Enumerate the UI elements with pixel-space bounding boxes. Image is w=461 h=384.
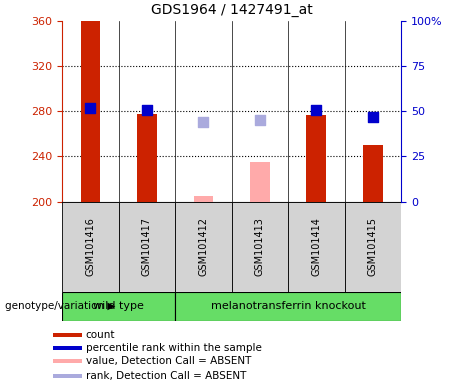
Point: [256, 118, 264, 124]
FancyBboxPatch shape: [53, 359, 82, 364]
FancyBboxPatch shape: [53, 346, 82, 350]
Text: count: count: [86, 330, 115, 340]
Point: [87, 105, 94, 111]
Bar: [137, 114, 157, 202]
Point: [200, 119, 207, 125]
Text: GSM101417: GSM101417: [142, 217, 152, 276]
Point: [143, 106, 151, 113]
Text: value, Detection Call = ABSENT: value, Detection Call = ABSENT: [86, 356, 251, 366]
Text: GSM101414: GSM101414: [311, 217, 321, 276]
Point: [313, 106, 320, 113]
FancyBboxPatch shape: [53, 374, 82, 378]
Text: percentile rank within the sample: percentile rank within the sample: [86, 343, 261, 353]
Bar: [250, 162, 270, 202]
Text: GSM101416: GSM101416: [85, 217, 95, 276]
Text: GSM101415: GSM101415: [368, 217, 378, 276]
FancyBboxPatch shape: [62, 202, 118, 292]
Bar: [194, 196, 213, 202]
FancyBboxPatch shape: [175, 202, 231, 292]
Title: GDS1964 / 1427491_at: GDS1964 / 1427491_at: [151, 3, 313, 17]
FancyBboxPatch shape: [231, 202, 288, 292]
FancyBboxPatch shape: [288, 202, 344, 292]
Text: GSM101412: GSM101412: [198, 217, 208, 276]
FancyBboxPatch shape: [118, 202, 175, 292]
Text: rank, Detection Call = ABSENT: rank, Detection Call = ABSENT: [86, 371, 246, 381]
FancyBboxPatch shape: [53, 333, 82, 337]
FancyBboxPatch shape: [344, 202, 401, 292]
Text: wild type: wild type: [93, 301, 144, 311]
Point: [369, 114, 377, 120]
Text: GSM101413: GSM101413: [255, 217, 265, 276]
FancyBboxPatch shape: [62, 292, 175, 321]
Text: melanotransferrin knockout: melanotransferrin knockout: [211, 301, 366, 311]
Bar: [307, 115, 326, 202]
FancyBboxPatch shape: [175, 292, 401, 321]
Bar: [81, 21, 100, 202]
Text: genotype/variation ▶: genotype/variation ▶: [5, 301, 115, 311]
Bar: [363, 145, 383, 202]
